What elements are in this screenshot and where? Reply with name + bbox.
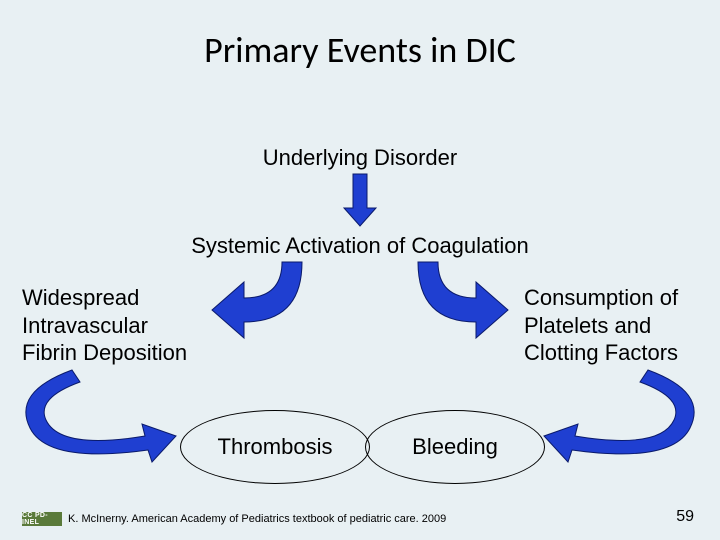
arrow-underlying-to-systemic [344,174,376,226]
arrow-consumption-to-bleeding [544,370,694,462]
citation-text: K. McInerny. American Academy of Pediatr… [68,513,446,525]
slide-title: Primary Events in DIC [0,28,720,72]
cc-badge-icon: CC PD-INEL [22,512,62,526]
arrow-systemic-to-widespread [212,262,302,338]
node-systemic: Systemic Activation of Coagulation [0,232,720,260]
citation: CC PD-INEL K. McInerny. American Academy… [22,512,446,526]
node-thrombosis: Thrombosis [180,410,370,484]
node-widespread: Widespread Intravascular Fibrin Depositi… [22,284,187,367]
page-number: 59 [676,508,694,526]
node-underlying: Underlying Disorder [0,144,720,172]
node-thrombosis-label: Thrombosis [218,434,333,460]
arrow-systemic-to-consumption [418,262,508,338]
node-bleeding: Bleeding [365,410,545,484]
node-consumption: Consumption of Platelets and Clotting Fa… [524,284,678,367]
node-bleeding-label: Bleeding [412,434,498,460]
arrow-widespread-to-thrombosis [26,370,176,462]
